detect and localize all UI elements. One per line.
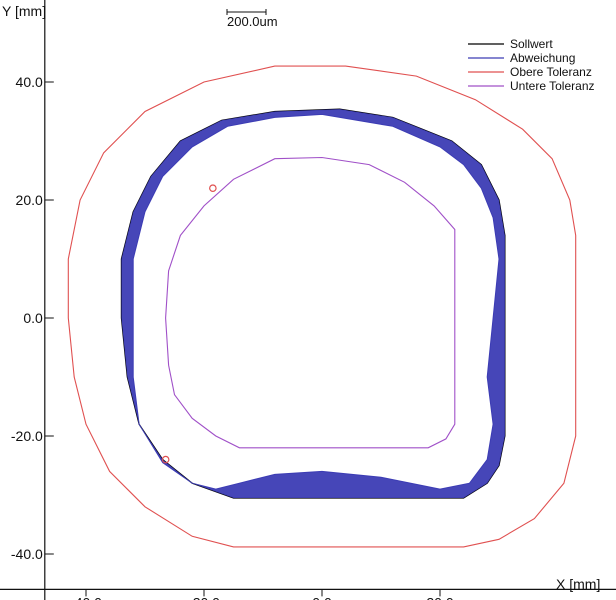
ticks-layer: -40.0 -20.0 0.0 20.0 40.0 20.0 0.0 -20.0 -40.0 bbox=[11, 74, 454, 600]
deviation-marker bbox=[161, 455, 170, 464]
y-tick-label: -40.0 bbox=[11, 546, 43, 562]
series-untere-toleranz bbox=[165, 156, 456, 449]
x-tick-label: -40.0 bbox=[70, 594, 102, 600]
x-tick-label: 0.0 bbox=[312, 594, 332, 600]
series-abweichung bbox=[132, 113, 500, 490]
series-obere-toleranz bbox=[67, 65, 577, 548]
markers-layer bbox=[161, 184, 217, 464]
y-tick-label: -20.0 bbox=[11, 428, 43, 444]
series-sollwert bbox=[120, 108, 506, 499]
y-tick-label: 40.0 bbox=[16, 74, 43, 90]
scale-bar: 200.0um bbox=[226, 9, 278, 29]
y-axis-title: Y [mm] bbox=[2, 3, 46, 19]
scale-bar-label: 200.0um bbox=[227, 14, 278, 29]
series-layer bbox=[67, 65, 577, 548]
series-abweichung-band bbox=[121, 109, 505, 498]
x-tick-label: 20.0 bbox=[426, 594, 453, 600]
legend-label: Untere Toleranz bbox=[510, 79, 595, 93]
x-tick-label: -20.0 bbox=[188, 594, 220, 600]
y-tick-label: 20.0 bbox=[16, 192, 43, 208]
x-axis-title: X [mm] bbox=[556, 576, 600, 592]
legend-label: Abweichung bbox=[510, 51, 575, 65]
legend-label: Obere Toleranz bbox=[510, 65, 592, 79]
deviation-marker bbox=[209, 184, 217, 193]
y-tick-label: 0.0 bbox=[23, 310, 43, 326]
legend-label: Sollwert bbox=[510, 37, 553, 51]
